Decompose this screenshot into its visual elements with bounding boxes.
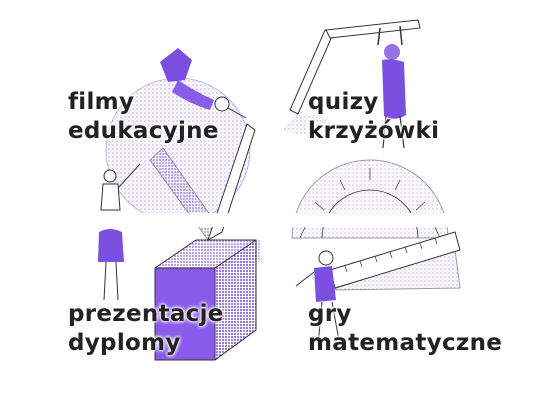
tile-filmy-edukacyjne[interactable]: filmy edukacyjne [0,18,255,213]
tile-label-line-2: krzyżówki [308,118,440,144]
tile-label: filmy edukacyjne [68,88,219,146]
cube-shape [154,239,257,361]
flying-person-figure [160,48,247,119]
hanging-person-figure [377,25,406,149]
tile-label: prezentacje dyplomy [68,300,224,358]
tile-label-line-1: quizy [308,89,379,115]
tile-label-line-1: prezentacje [68,301,224,327]
tile-label-line-2: matematyczne [308,330,503,356]
pushing-man-figure [295,250,341,347]
tile-prezentacje-dyplomy[interactable]: prezentacje dyplomy [0,228,255,408]
tile-quizy-krzyzowki[interactable]: quizy krzyżówki [280,18,535,213]
tile-label-line-1: filmy [68,89,135,115]
tile-label-line-2: dyplomy [68,330,181,356]
ruler-bar-shape [280,19,421,136]
tile-gry-matematyczne[interactable]: gry matematyczne [280,228,535,408]
grid-gap-vertical [262,0,278,408]
tile-label-line-2: edukacyjne [68,118,219,144]
triangle-ruler-shape [329,231,461,291]
tile-label: gry matematyczne [308,300,502,358]
tile-label: quizy krzyżówki [308,88,439,146]
tile-label-line-1: gry [308,301,352,327]
standing-woman-figure [98,163,141,301]
